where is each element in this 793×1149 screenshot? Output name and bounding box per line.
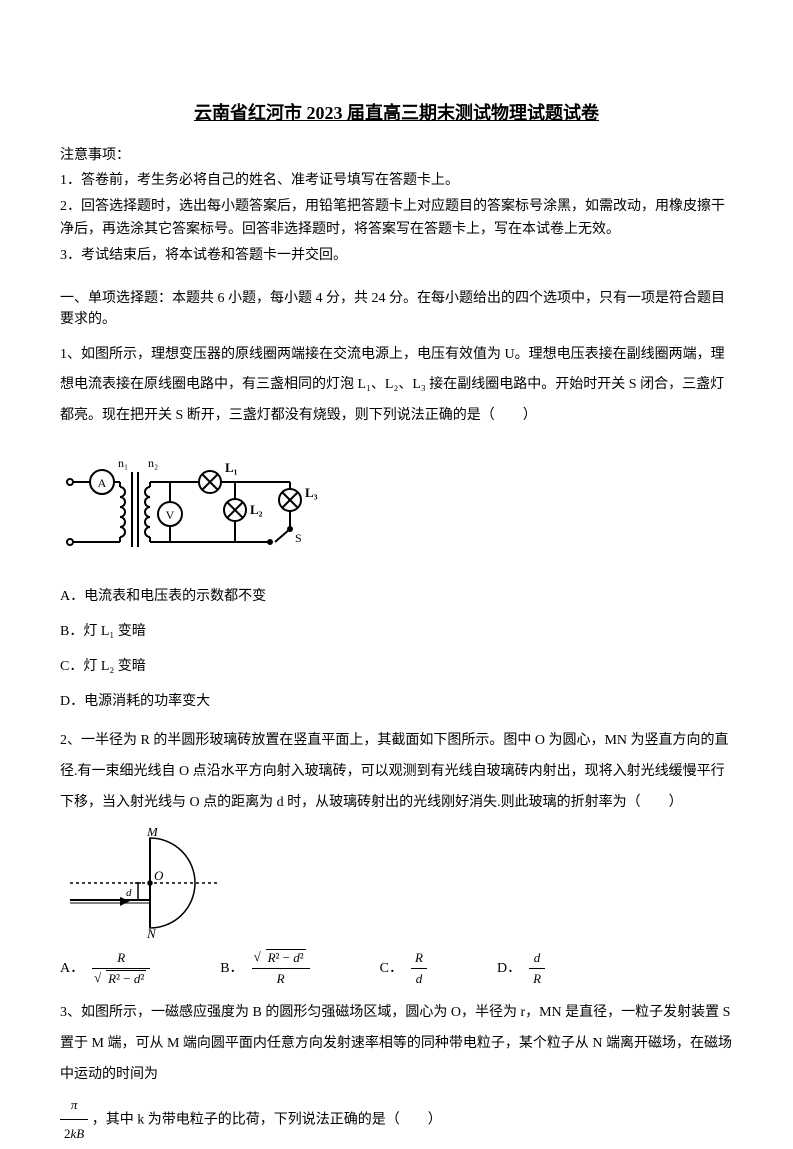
l1-label: L₁ — [225, 460, 238, 475]
section-1-heading: 一、单项选择题：本题共 6 小题，每小题 4 分，共 24 分。在每小题给出的四… — [60, 288, 733, 330]
m-label: M — [146, 828, 159, 839]
ammeter-label: A — [98, 476, 107, 490]
q2-opt-b-label: B． — [220, 958, 243, 979]
q1-stem: 1、如图所示，理想变压器的原线圈两端接在交流电源上，电压有效值为 U。理想电压表… — [60, 340, 733, 432]
q3-stem-part1: 3、如图所示，一磁感应强度为 B 的圆形匀强磁场区域，圆心为 O，半径为 r，M… — [60, 1005, 732, 1082]
q2-stem: 2、一半径为 R 的半圆形玻璃砖放置在竖直平面上，其截面如下图所示。图中 O 为… — [60, 726, 733, 818]
l2-label: L₂ — [250, 502, 263, 517]
q2-opt-d-label: D． — [497, 958, 521, 979]
voltmeter-label: V — [166, 508, 175, 522]
notice-item-2: 2．回答选择题时，选出每小题答案后，用铅笔把答题卡上对应题目的答案标号涂黑，如需… — [60, 196, 733, 241]
q2-glass-diagram: M O N d — [60, 828, 733, 938]
q3-stem-part2: ，其中 k 为带电粒子的比荷，下列说法正确的是（ ） — [92, 1112, 442, 1127]
n-label: N — [146, 926, 157, 938]
q2-option-d: D． d R — [497, 948, 545, 988]
page-title: 云南省红河市 2023 届直高三期末测试物理试题试卷 — [60, 100, 733, 127]
notice-heading: 注意事项： — [60, 145, 733, 166]
q2-option-c: C． R d — [380, 948, 427, 988]
q3-stem: 3、如图所示，一磁感应强度为 B 的圆形匀强磁场区域，圆心为 O，半径为 r，M… — [60, 998, 733, 1149]
q1-option-a: A．电流表和电压表的示数都不变 — [60, 586, 733, 607]
n1-label: n₁ — [118, 456, 128, 470]
q1-circuit-diagram: A n₁ n₂ V — [60, 442, 733, 572]
q1-option-b: B．灯 L₁ 变暗 — [60, 621, 733, 642]
notice-item-1: 1．答卷前，考生务必将自己的姓名、准考证号填写在答题卡上。 — [60, 170, 733, 192]
q2-option-b: B． R² − d² R — [220, 948, 309, 988]
q2-opt-a-label: A． — [60, 958, 84, 979]
q1-option-c: C．灯 L₂ 变暗 — [60, 656, 733, 677]
q2-options-row: A． R R² − d² B． R² − d² R C． R d D． d R — [60, 948, 733, 988]
switch-label: S — [295, 531, 302, 545]
n2-label: n₂ — [148, 456, 158, 470]
q2-opt-c-label: C． — [380, 958, 403, 979]
notice-item-3: 3．考试结束后，将本试卷和答题卡一并交回。 — [60, 245, 733, 267]
q2-option-a: A． R R² − d² — [60, 948, 150, 988]
q1-option-d: D．电源消耗的功率变大 — [60, 691, 733, 712]
d-label: d — [126, 887, 132, 899]
o-label: O — [154, 868, 164, 883]
l3-label: L₃ — [305, 485, 318, 500]
